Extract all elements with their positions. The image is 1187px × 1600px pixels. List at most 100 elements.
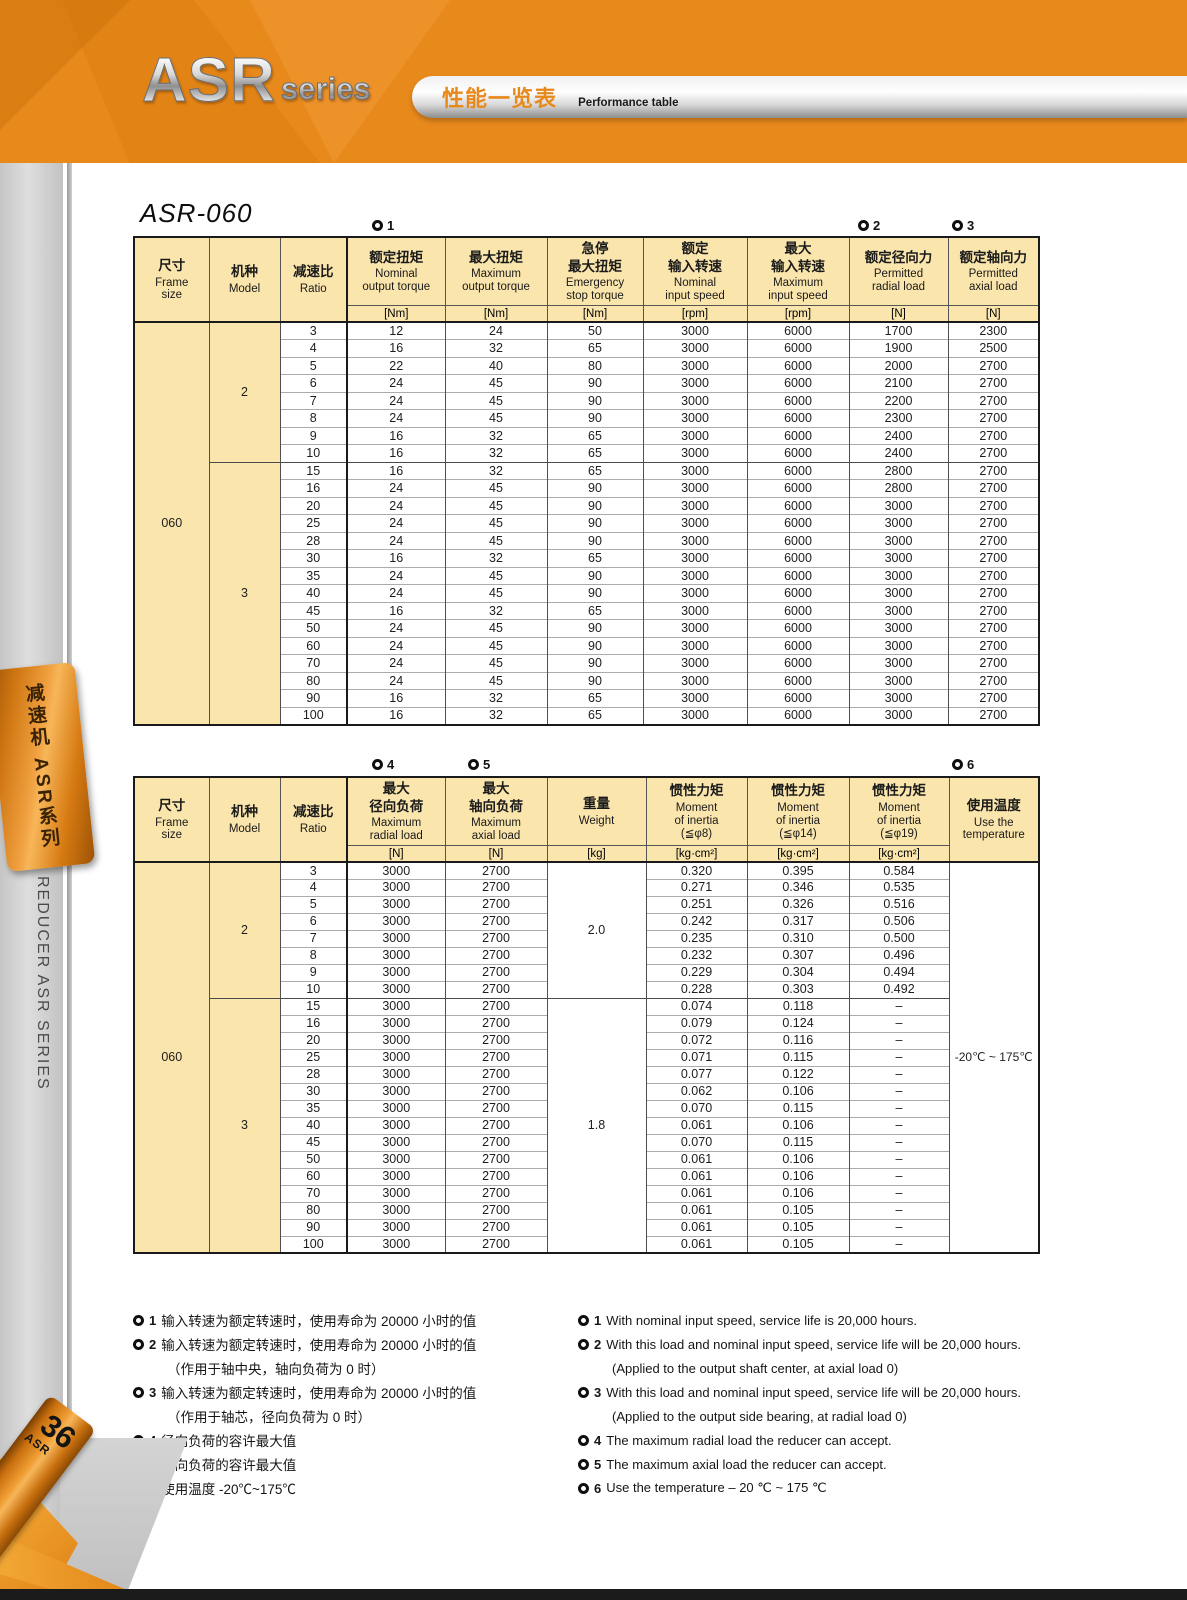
table-row: 50 3000 2700 0.061 0.106– <box>134 1150 1039 1169</box>
value-cell: 32 <box>444 339 548 358</box>
column-header-en: Use the temperature <box>962 816 1025 842</box>
value-cell: 3000 <box>346 878 446 897</box>
value-cell: 2700 <box>947 601 1040 620</box>
brand-name: ASR <box>142 46 276 115</box>
table-row: 40 3000 2700 0.061 0.106– <box>134 1116 1039 1135</box>
value-cell: 0.584 <box>848 861 950 880</box>
table-row: 6 24 45 90 3000 6000 2100 2700 <box>134 374 1040 393</box>
value-cell: 24 <box>444 321 548 340</box>
value-cell: – <box>848 1184 950 1203</box>
value-cell: 0.228 <box>645 980 748 999</box>
value-cell: 2700 <box>947 426 1040 445</box>
ratio-cell: 40 <box>279 584 348 603</box>
footnote-mark-3: 3 <box>952 218 974 233</box>
value-cell: 0.251 <box>645 895 748 914</box>
value-cell: 6000 <box>746 374 850 393</box>
table-row: 16 3000 2700 0.079 0.124– <box>134 1014 1039 1033</box>
value-cell: 90 <box>546 531 644 550</box>
table-row: 8 3000 2700 0.232 0.307 0.496 <box>134 946 1039 965</box>
value-cell: 3000 <box>642 479 748 498</box>
value-cell: 2700 <box>947 374 1040 393</box>
value-cell: 45 <box>444 531 548 550</box>
ratio-cell: 20 <box>279 1031 348 1050</box>
footnote-zh-3: 3 输入转速为额定转速时，使用寿命为 20000 小时的值 <box>133 1380 593 1404</box>
value-cell: 3000 <box>848 654 949 673</box>
value-cell: 3000 <box>642 444 748 463</box>
value-cell: 6000 <box>746 671 850 690</box>
footnote-text: 输入转速为额定转速时，使用寿命为 20000 小时的值 <box>161 1314 477 1329</box>
value-cell: 2000 <box>848 356 949 375</box>
gear-icon <box>578 1482 589 1494</box>
value-cell: 45 <box>444 619 548 638</box>
value-cell: 65 <box>546 706 644 725</box>
table-row: 40 24 45 90 3000 6000 3000 2700 <box>134 584 1040 603</box>
value-cell: 2700 <box>444 1184 548 1203</box>
column-header-zh: 惯性力矩 <box>669 783 724 799</box>
value-cell: 0.061 <box>645 1167 748 1186</box>
value-cell: 32 <box>444 549 548 568</box>
value-cell: 2700 <box>444 929 548 948</box>
table-row: 100 16 32 65 3000 6000 3000 2700 <box>134 706 1040 725</box>
value-cell: 0.304 <box>746 963 850 982</box>
ratio-cell: 28 <box>279 531 348 550</box>
value-cell: 2700 <box>947 496 1040 515</box>
value-cell: 3000 <box>346 1235 446 1254</box>
mark-number: 2 <box>873 218 881 233</box>
value-cell: 0.232 <box>645 946 748 965</box>
table-row: 80 24 45 90 3000 6000 3000 2700 <box>134 671 1040 690</box>
model-cell: 3 <box>208 997 281 1254</box>
table-row: 45 16 32 65 3000 6000 3000 2700 <box>134 601 1040 620</box>
value-cell: 45 <box>444 671 548 690</box>
page-title-en: Performance table <box>578 97 679 109</box>
ratio-cell: 8 <box>279 946 348 965</box>
value-cell: 2700 <box>947 706 1040 725</box>
value-cell: 45 <box>444 654 548 673</box>
value-cell: 3000 <box>346 929 446 948</box>
column-header-zh: 额定 输入转速 <box>668 241 722 274</box>
value-cell: 0.310 <box>746 929 850 948</box>
column-header: 尺寸 Frame size <box>133 777 210 864</box>
value-cell: 24 <box>346 671 446 690</box>
value-cell: 3000 <box>848 531 949 550</box>
value-cell: 3000 <box>346 963 446 982</box>
value-cell: 0.070 <box>645 1099 748 1118</box>
table-row: 25 3000 2700 0.071 0.115– <box>134 1048 1039 1067</box>
value-cell: 3000 <box>346 1014 446 1033</box>
value-cell: 0.115 <box>746 1133 850 1152</box>
footnote-en-5: 5 The maximum axial load the reducer can … <box>578 1452 1048 1476</box>
ratio-cell: 60 <box>279 1167 348 1186</box>
gear-icon <box>468 759 479 770</box>
unit-label: [kg·cm²] <box>645 845 748 864</box>
column-header-zh: 机种 <box>231 804 258 820</box>
footnote-text: With this load and nominal input speed, … <box>606 1336 1022 1352</box>
column-header: 惯性力矩 Moment of inertia (≦φ19) <box>848 777 950 846</box>
column-header-en: Ratio <box>299 823 327 835</box>
column-header-zh: 机种 <box>231 264 258 280</box>
value-cell: 3000 <box>642 356 748 375</box>
column-header-en: Permitted radial load <box>871 268 926 294</box>
value-cell: 45 <box>444 566 548 585</box>
value-cell: 90 <box>546 479 644 498</box>
value-cell: 6000 <box>746 514 850 533</box>
value-cell: 32 <box>444 426 548 445</box>
value-cell: – <box>848 1235 950 1254</box>
value-cell: 2700 <box>444 878 548 897</box>
ratio-cell: 4 <box>279 339 348 358</box>
ratio-cell: 80 <box>279 671 348 690</box>
value-cell: 24 <box>346 619 446 638</box>
value-cell: 16 <box>346 339 446 358</box>
value-cell: 2700 <box>947 514 1040 533</box>
footnote-text: Use the temperature – 20 ℃ ~ 175 ℃ <box>606 1480 827 1495</box>
ratio-cell: 4 <box>279 878 348 897</box>
ratio-cell: 28 <box>279 1065 348 1084</box>
value-cell: 90 <box>546 671 644 690</box>
column-header-en: Frame size <box>155 276 189 302</box>
value-cell: 0.516 <box>848 895 950 914</box>
value-cell: 2700 <box>947 584 1040 603</box>
value-cell: 3000 <box>642 461 748 480</box>
footnote-number: 3 <box>594 1384 602 1400</box>
value-cell: 0.326 <box>746 895 850 914</box>
ratio-cell: 50 <box>279 1150 348 1169</box>
footnote-zh-2-sub: （作用于轴中央，轴向负荷为 0 时） <box>167 1362 385 1377</box>
table-row: 70 24 45 90 3000 6000 3000 2700 <box>134 654 1040 673</box>
